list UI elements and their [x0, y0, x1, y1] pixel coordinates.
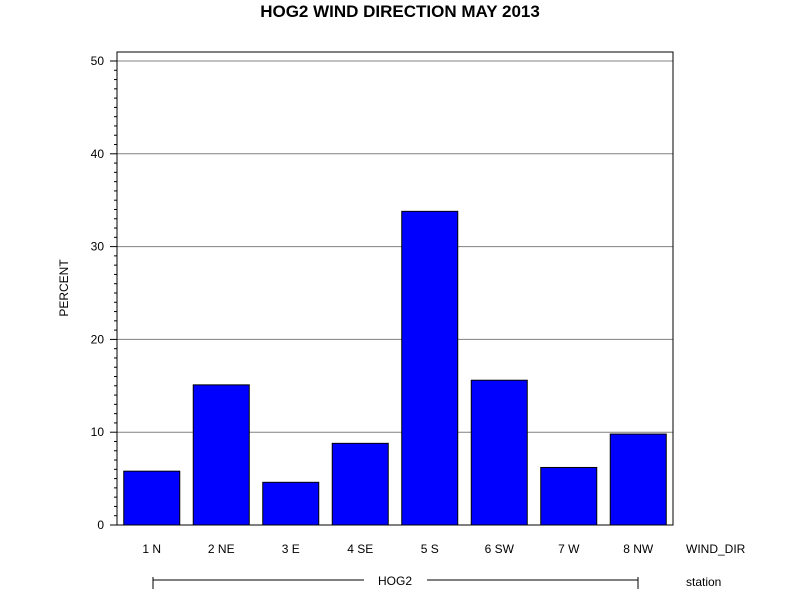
- x-tick-label: 1 N: [142, 542, 161, 556]
- x-tick-label: 6 SW: [485, 542, 515, 556]
- bars: [123, 210, 667, 526]
- y-tick-label: 10: [91, 425, 105, 439]
- x-tick-label: 2 NE: [208, 542, 235, 556]
- x-tick-label: 5 S: [421, 542, 439, 556]
- y-tick-label: 30: [91, 240, 105, 254]
- plot-frame: [116, 51, 674, 526]
- y-axis: 0 10 20 30 40 50: [91, 54, 117, 532]
- y-tick-label: 50: [91, 54, 105, 68]
- x-axis: 1 N 2 NE 3 E 4 SE 5 S 6 SW 7 W 8 NW: [142, 542, 654, 556]
- bar: [401, 210, 459, 526]
- group-axis-label: station: [686, 575, 721, 589]
- bar: [540, 466, 598, 526]
- gridlines: [117, 60, 673, 433]
- chart-title: HOG2 WIND DIRECTION MAY 2013: [260, 2, 540, 21]
- group-axis: HOG2 station: [152, 574, 721, 589]
- y-axis-label: PERCENT: [57, 259, 71, 317]
- x-axis-label: WIND_DIR: [686, 542, 746, 556]
- bar: [609, 433, 667, 526]
- y-tick-label: 0: [97, 518, 104, 532]
- y-tick-label: 20: [91, 332, 105, 346]
- bar: [123, 470, 181, 526]
- bar: [470, 379, 528, 526]
- x-tick-label: 7 W: [558, 542, 580, 556]
- bar: [331, 442, 389, 526]
- bar: [262, 481, 320, 526]
- y-tick-label: 40: [91, 147, 105, 161]
- group-label: HOG2: [378, 574, 412, 588]
- x-tick-label: 4 SE: [347, 542, 373, 556]
- bar: [192, 384, 250, 526]
- x-tick-label: 8 NW: [623, 542, 654, 556]
- x-tick-label: 3 E: [282, 542, 300, 556]
